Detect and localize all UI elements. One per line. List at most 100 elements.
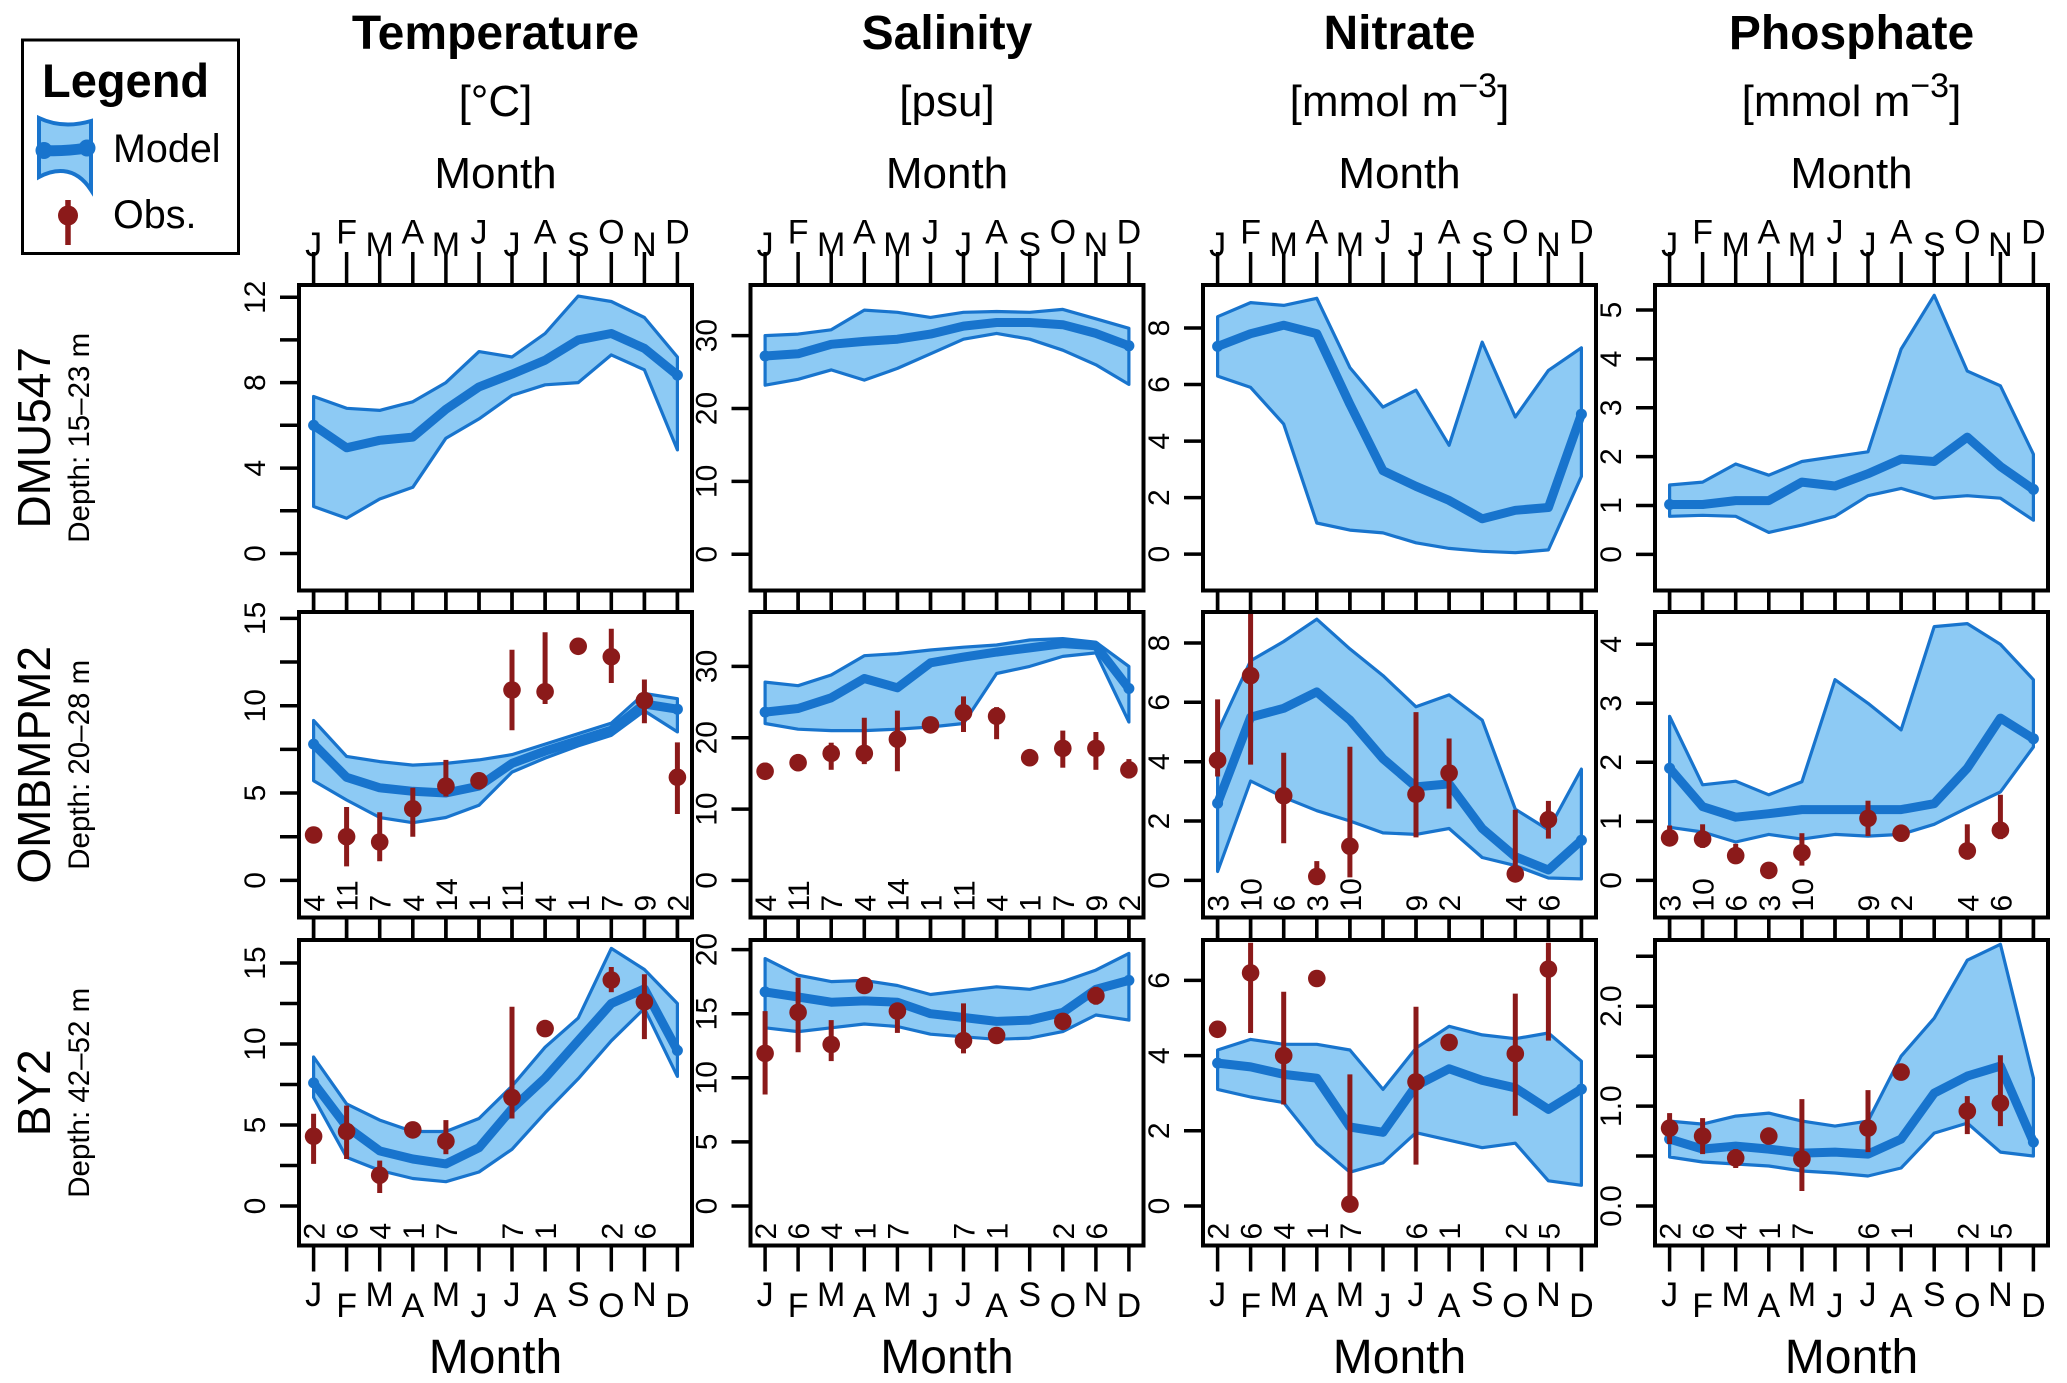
svg-text:Month: Month [880, 1331, 1013, 1383]
svg-text:J: J [504, 226, 521, 264]
svg-text:J: J [471, 214, 488, 252]
svg-text:J: J [757, 226, 774, 264]
svg-text:A: A [1757, 214, 1780, 252]
svg-text:D: D [665, 214, 690, 252]
svg-text:0: 0 [239, 872, 272, 889]
svg-text:J: J [305, 226, 322, 264]
svg-text:15: 15 [239, 602, 272, 635]
svg-text:7: 7 [365, 895, 398, 912]
svg-text:8: 8 [1143, 635, 1176, 652]
svg-text:10: 10 [239, 689, 272, 722]
svg-text:M: M [817, 226, 845, 264]
svg-text:1: 1 [1595, 813, 1628, 830]
svg-text:3: 3 [1595, 695, 1628, 712]
svg-text:9: 9 [1401, 895, 1434, 912]
svg-text:6: 6 [1401, 1223, 1434, 1240]
svg-text:30: 30 [691, 650, 724, 683]
svg-text:9: 9 [629, 895, 662, 912]
svg-text:1.0: 1.0 [1595, 1085, 1628, 1127]
svg-text:O: O [598, 214, 624, 252]
svg-text:6: 6 [1269, 895, 1302, 912]
svg-text:A: A [534, 214, 557, 252]
svg-text:J: J [471, 1287, 488, 1325]
svg-text:4: 4 [1595, 636, 1628, 653]
svg-text:F: F [1240, 214, 1261, 252]
svg-text:11: 11 [332, 880, 365, 911]
svg-text:Month: Month [1338, 149, 1460, 198]
svg-text:Depth: 20–28 m: Depth: 20–28 m [63, 660, 96, 870]
svg-text:5: 5 [1533, 1223, 1566, 1240]
svg-text:M: M [817, 1276, 845, 1314]
svg-text:F: F [1692, 214, 1713, 252]
svg-text:7: 7 [1787, 1223, 1820, 1240]
svg-text:J: J [1209, 1276, 1226, 1314]
svg-text:J: J [922, 214, 939, 252]
svg-text:2: 2 [1143, 813, 1176, 830]
svg-text:10: 10 [239, 1027, 272, 1060]
svg-text:J: J [1860, 226, 1877, 264]
svg-text:10: 10 [1688, 878, 1721, 911]
svg-text:Legend: Legend [42, 54, 209, 107]
svg-text:Month: Month [1785, 1331, 1918, 1383]
svg-text:7: 7 [882, 1223, 915, 1240]
svg-text:J: J [1408, 226, 1425, 264]
svg-text:Month: Month [429, 1331, 562, 1383]
svg-text:M: M [1722, 226, 1750, 264]
svg-text:6: 6 [1985, 895, 2018, 912]
svg-text:N: N [1988, 1276, 2013, 1314]
svg-text:Phosphate: Phosphate [1729, 7, 1974, 60]
svg-text:8: 8 [239, 374, 272, 391]
svg-text:2: 2 [299, 1223, 332, 1240]
svg-text:Model: Model [113, 127, 221, 171]
svg-text:M: M [1722, 1276, 1750, 1314]
svg-text:7: 7 [1335, 1223, 1368, 1240]
svg-text:1: 1 [982, 1223, 1015, 1240]
svg-text:M: M [883, 226, 911, 264]
svg-text:1: 1 [398, 1223, 431, 1240]
svg-text:8: 8 [1143, 320, 1176, 337]
svg-text:D: D [2021, 1287, 2046, 1325]
svg-text:3: 3 [1595, 399, 1628, 416]
svg-text:1: 1 [1886, 1223, 1919, 1240]
svg-text:F: F [336, 214, 357, 252]
svg-text:D: D [1117, 1287, 1142, 1325]
svg-text:7: 7 [431, 1223, 464, 1240]
svg-text:4: 4 [530, 895, 563, 912]
svg-text:3: 3 [1302, 895, 1335, 912]
svg-text:0: 0 [1595, 872, 1628, 889]
svg-text:S: S [1018, 226, 1041, 264]
svg-text:M: M [1788, 1276, 1816, 1314]
svg-text:[mmol m−3]: [mmol m−3] [1742, 67, 1962, 126]
svg-text:F: F [788, 1287, 809, 1325]
svg-text:0: 0 [239, 545, 272, 562]
svg-text:N: N [1988, 226, 2013, 264]
svg-text:15: 15 [239, 946, 272, 979]
svg-text:11: 11 [497, 880, 530, 911]
svg-text:4: 4 [239, 460, 272, 477]
svg-text:2: 2 [1434, 895, 1467, 912]
svg-text:1: 1 [1754, 1223, 1787, 1240]
svg-text:1: 1 [916, 895, 949, 912]
svg-text:J: J [1408, 1276, 1425, 1314]
svg-text:S: S [567, 226, 590, 264]
svg-text:11: 11 [783, 880, 816, 911]
svg-text:0: 0 [1143, 1198, 1176, 1215]
svg-text:0: 0 [691, 872, 724, 889]
svg-text:N: N [1084, 226, 1109, 264]
svg-text:4: 4 [750, 895, 783, 912]
svg-text:M: M [1270, 226, 1298, 264]
svg-text:M: M [1336, 226, 1364, 264]
svg-text:M: M [1270, 1276, 1298, 1314]
svg-text:Depth: 42–52 m: Depth: 42–52 m [63, 988, 96, 1198]
svg-text:J: J [1375, 1287, 1392, 1325]
svg-text:[°C]: [°C] [459, 77, 533, 126]
svg-text:J: J [504, 1276, 521, 1314]
svg-text:A: A [401, 214, 424, 252]
svg-text:Month: Month [1333, 1331, 1466, 1383]
svg-text:4: 4 [1952, 895, 1985, 912]
svg-text:F: F [1240, 1287, 1261, 1325]
svg-text:14: 14 [882, 878, 915, 911]
svg-text:2: 2 [1595, 448, 1628, 465]
svg-text:S: S [1471, 1276, 1494, 1314]
svg-text:14: 14 [431, 878, 464, 911]
